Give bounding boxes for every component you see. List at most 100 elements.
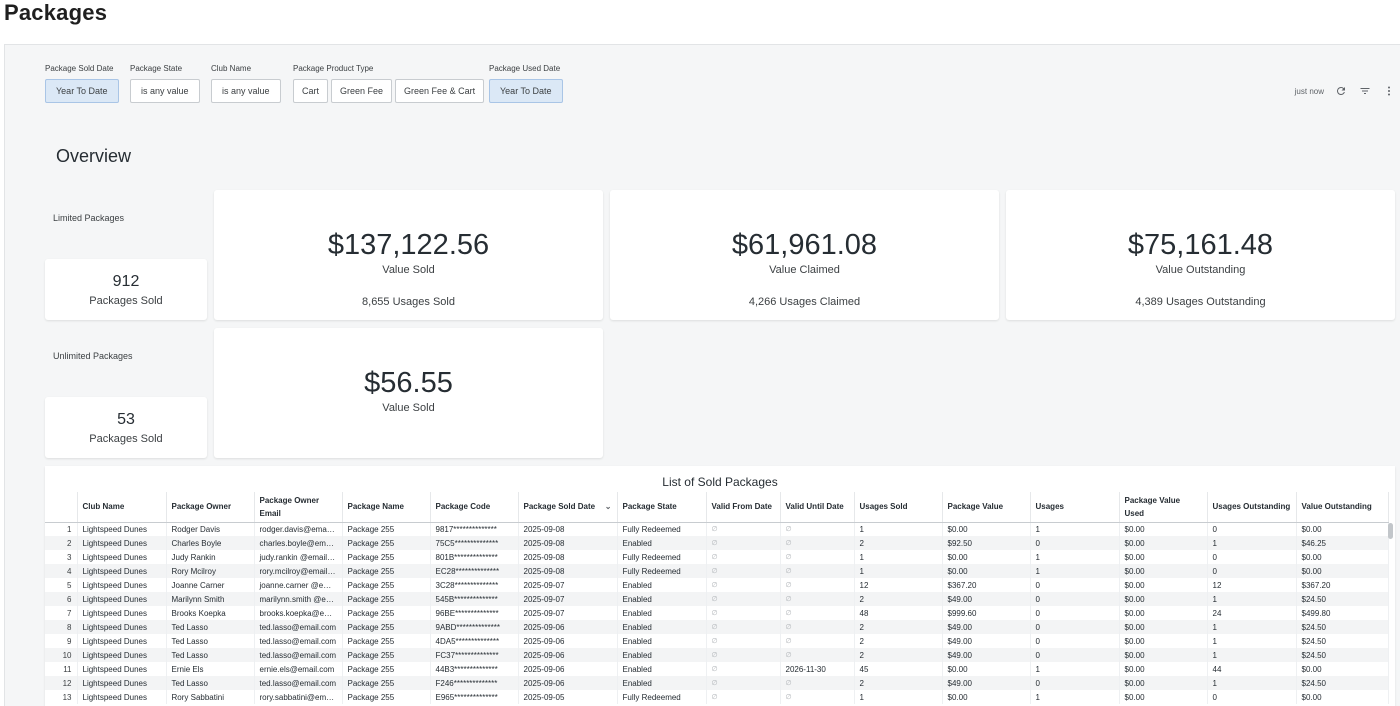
table-cell: Ted Lasso — [166, 634, 255, 648]
filter-chip[interactable]: Year To Date — [45, 79, 119, 103]
column-header[interactable] — [45, 492, 78, 523]
table-cell: judy.rankin @email.com — [254, 550, 343, 564]
table-cell: Package 255 — [342, 690, 431, 704]
table-cell: Lightspeed Dunes — [77, 578, 167, 592]
filter-icon[interactable] — [1358, 84, 1372, 98]
table-cell: 48 — [854, 606, 943, 620]
column-header-value-outstanding[interactable]: Value Outstanding — [1296, 492, 1389, 523]
table-cell: 2025-09-07 — [518, 606, 618, 620]
table-row[interactable]: 8 Lightspeed Dunes Ted Lasso ted.lasso@emai… — [45, 620, 1389, 634]
table-cell: ∅ — [706, 578, 781, 592]
column-header-package-name[interactable]: Package Name — [342, 492, 431, 523]
packages-sold-value: 912 — [112, 273, 140, 290]
row-number: 2 — [45, 536, 78, 550]
table-row[interactable]: 2 Lightspeed Dunes Charles Boyle charles.bo… — [45, 536, 1389, 550]
table-cell: Enabled — [617, 620, 707, 634]
table-cell: Lightspeed Dunes — [77, 550, 167, 564]
table-cell: $0.00 — [1119, 690, 1208, 704]
table-row[interactable]: 5 Lightspeed Dunes Joanne Carner joanne.car… — [45, 578, 1389, 592]
table-cell: 2 — [854, 620, 943, 634]
table-cell: Package 255 — [342, 634, 431, 648]
table-cell: $0.00 — [1119, 606, 1208, 620]
table-row[interactable]: 9 Lightspeed Dunes Ted Lasso ted.lasso@emai… — [45, 634, 1389, 648]
table-cell: 1 — [1207, 592, 1297, 606]
table-cell: 12 — [854, 578, 943, 592]
table-cell: Charles Boyle — [166, 536, 255, 550]
value-sold-amount: $56.55 — [364, 367, 453, 399]
table-cell: 0 — [1030, 676, 1120, 690]
column-header-package-sold-date[interactable]: ⌄ Package Sold Date — [518, 492, 618, 523]
column-header-valid-until-date[interactable]: Valid Until Date — [780, 492, 855, 523]
table-cell: 1 — [1207, 620, 1297, 634]
table-scrollbar[interactable] — [1388, 523, 1393, 539]
table-cell: 1 — [1030, 564, 1120, 578]
table-cell: 1 — [1030, 550, 1120, 564]
table-cell: Package 255 — [342, 662, 431, 676]
table-row[interactable]: 10 Lightspeed Dunes Ted Lasso ted.lasso@ema… — [45, 648, 1389, 662]
dashboard-toolbar: just now — [1295, 84, 1396, 98]
table-cell: $0.00 — [1119, 550, 1208, 564]
table-cell: Package 255 — [342, 620, 431, 634]
limited-packages-sold-card: 912 Packages Sold — [45, 259, 207, 320]
table-cell: 2 — [854, 592, 943, 606]
table-cell: Brooks Koepka — [166, 606, 255, 620]
row-number: 9 — [45, 634, 78, 648]
table-cell: $367.20 — [1296, 578, 1389, 592]
table-cell: 2025-09-06 — [518, 662, 618, 676]
table-cell: Package 255 — [342, 522, 431, 536]
filter-chip[interactable]: Green Fee & Cart — [395, 79, 485, 103]
usages-sold-text: 8,655 Usages Sold — [362, 296, 455, 308]
table-cell: 1 — [854, 550, 943, 564]
table-cell: ∅ — [706, 564, 781, 578]
table-cell: $49.00 — [942, 648, 1031, 662]
column-header-package-value[interactable]: Package Value — [942, 492, 1031, 523]
unlimited-packages-label: Unlimited Packages — [53, 351, 133, 361]
table-cell: 24 — [1207, 606, 1297, 620]
filter-chip[interactable]: is any value — [130, 79, 200, 103]
table-row[interactable]: 7 Lightspeed Dunes Brooks Koepka brooks.koe… — [45, 606, 1389, 620]
table-cell: Rory Mcilroy — [166, 564, 255, 578]
table-cell: $999.60 — [942, 606, 1031, 620]
column-header-club-name[interactable]: Club Name — [77, 492, 167, 523]
filter-chip[interactable]: is any value — [211, 79, 281, 103]
table-cell: $24.50 — [1296, 648, 1389, 662]
filter-chip[interactable]: Year To Date — [489, 79, 563, 103]
more-vert-icon[interactable] — [1382, 84, 1396, 98]
value-sold-label: Value Sold — [382, 264, 435, 276]
table-row[interactable]: 11 Lightspeed Dunes Ernie Els ernie.els@ema… — [45, 662, 1389, 676]
table-row[interactable]: 1 Lightspeed Dunes Rodger Davis rodger.davi… — [45, 522, 1389, 536]
table-cell: 0 — [1030, 620, 1120, 634]
table-cell: 2025-09-08 — [518, 522, 618, 536]
column-header-valid-from-date[interactable]: Valid From Date — [706, 492, 781, 523]
table-cell: ∅ — [780, 550, 855, 564]
column-header-package-value-used[interactable]: Package Value Used — [1119, 492, 1208, 523]
column-header-usages-outstanding[interactable]: Usages Outstanding — [1207, 492, 1297, 523]
column-header-package-state[interactable]: Package State — [617, 492, 707, 523]
table-row[interactable]: 3 Lightspeed Dunes Judy Rankin judy.rankin … — [45, 550, 1389, 564]
table-row[interactable]: 13 Lightspeed Dunes Rory Sabbatini rory.sab… — [45, 690, 1389, 704]
table-row[interactable]: 6 Lightspeed Dunes Marilynn Smith marilynn.… — [45, 592, 1389, 606]
table-cell: Fully Redeemed — [617, 690, 707, 704]
table-cell: $0.00 — [1119, 578, 1208, 592]
packages-sold-label: Packages Sold — [89, 295, 163, 307]
column-header-package-code[interactable]: Package Code — [430, 492, 519, 523]
table-cell: 2 — [854, 536, 943, 550]
table-cell: 1 — [1207, 634, 1297, 648]
column-header-package-owner-email[interactable]: Package Owner Email — [254, 492, 343, 523]
column-header-usages[interactable]: Usages — [1030, 492, 1120, 523]
column-header-package-owner[interactable]: Package Owner — [166, 492, 255, 523]
refresh-icon[interactable] — [1334, 84, 1348, 98]
table-cell: $0.00 — [1119, 620, 1208, 634]
sort-desc-icon[interactable]: ⌄ — [604, 502, 612, 512]
filter-chip[interactable]: Green Fee — [331, 79, 393, 103]
table-row[interactable]: 12 Lightspeed Dunes Ted Lasso ted.lasso@ema… — [45, 676, 1389, 690]
table-cell: 0 — [1207, 522, 1297, 536]
table-row[interactable]: 4 Lightspeed Dunes Rory Mcilroy rory.mcilro… — [45, 564, 1389, 578]
row-number: 5 — [45, 578, 78, 592]
row-number: 1 — [45, 522, 78, 536]
table-cell: $49.00 — [942, 634, 1031, 648]
filter-chip[interactable]: Cart — [293, 79, 329, 103]
table-cell: ∅ — [706, 536, 781, 550]
column-header-usages-sold[interactable]: Usages Sold — [854, 492, 943, 523]
table-cell: Rodger Davis — [166, 522, 255, 536]
